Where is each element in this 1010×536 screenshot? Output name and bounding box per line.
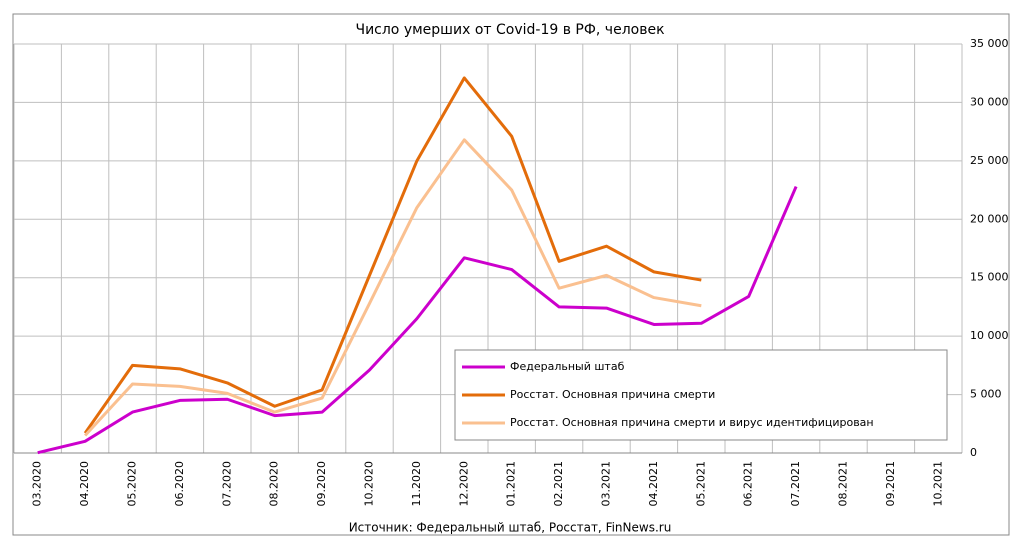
- chart-frame: [12, 13, 1010, 536]
- x-tick-label: 04.2021: [647, 461, 660, 507]
- legend: Федеральный штаб Росстат. Основная причин…: [454, 349, 948, 441]
- x-tick-label: 06.2020: [173, 461, 186, 507]
- x-tick-label: 05.2020: [126, 461, 139, 507]
- x-tick-label: 08.2020: [268, 461, 281, 507]
- x-tick-label: 10.2021: [931, 461, 944, 507]
- y-tick-label: 10 000: [970, 329, 1009, 342]
- x-tick-label: 08.2021: [837, 461, 850, 507]
- y-tick-label: 0: [970, 446, 977, 459]
- x-tick-label: 03.2021: [600, 461, 613, 507]
- y-tick-label: 35 000: [970, 37, 1009, 50]
- x-tick-label: 07.2020: [220, 461, 233, 507]
- x-tick-label: 05.2021: [694, 461, 707, 507]
- y-tick-label: 25 000: [970, 154, 1009, 167]
- legend-box: [454, 349, 948, 441]
- legend-label: Росстат. Основная причина смерти и вирус…: [510, 416, 874, 429]
- chart-title: Число умерших от Covid-19 в РФ, человек: [355, 22, 664, 38]
- legend-label: Росстат. Основная причина смерти: [510, 388, 715, 401]
- y-tick-label: 15 000: [970, 271, 1009, 284]
- x-tick-label: 01.2021: [505, 461, 518, 507]
- x-tick-label: 06.2021: [742, 461, 755, 507]
- x-tick-label: 02.2021: [552, 461, 565, 507]
- y-tick-label: 5 000: [970, 388, 1002, 401]
- x-tick-label: 03.2020: [31, 461, 44, 507]
- x-tick-label: 09.2021: [884, 461, 897, 507]
- x-tick-label: 12.2020: [457, 461, 470, 507]
- y-tick-label: 30 000: [970, 95, 1009, 108]
- legend-label: Федеральный штаб: [510, 360, 625, 373]
- x-tick-label: 09.2020: [315, 461, 328, 507]
- series-line: [83, 138, 702, 437]
- source: Источник: Федеральный штаб, Росстат, Fin…: [349, 521, 672, 535]
- series-line: [83, 76, 702, 434]
- x-tick-label: 04.2020: [78, 461, 91, 507]
- x-tick-label: 11.2020: [410, 461, 423, 507]
- x-tick-label: 07.2021: [789, 461, 802, 507]
- y-tick-label: 20 000: [970, 212, 1009, 225]
- series-line: [37, 185, 798, 455]
- x-tick-label: 10.2020: [363, 461, 376, 507]
